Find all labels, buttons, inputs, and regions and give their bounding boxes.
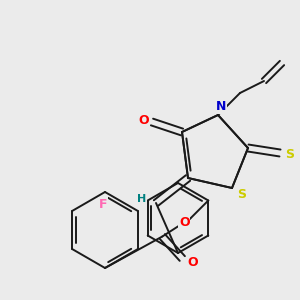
Text: S: S <box>238 188 247 200</box>
Text: O: O <box>179 216 190 229</box>
Text: S: S <box>286 148 295 160</box>
Text: H: H <box>137 194 147 204</box>
Text: F: F <box>99 197 107 211</box>
Text: N: N <box>216 100 226 113</box>
Text: O: O <box>139 113 149 127</box>
Text: O: O <box>187 256 198 269</box>
